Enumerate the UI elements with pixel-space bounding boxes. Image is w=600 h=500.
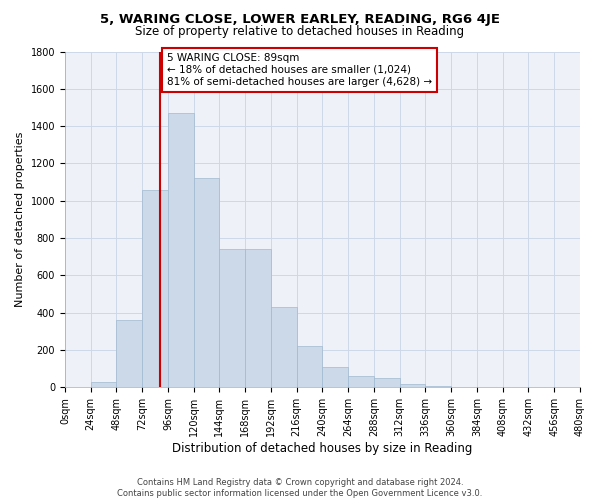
Bar [322,367,348,388]
Bar [271,307,296,388]
Bar [477,387,503,388]
Text: Contains HM Land Registry data © Crown copyright and database right 2024.
Contai: Contains HM Land Registry data © Crown c… [118,478,482,498]
Bar [194,178,220,388]
Bar [116,320,142,388]
Text: 5 WARING CLOSE: 89sqm
← 18% of detached houses are smaller (1,024)
81% of semi-d: 5 WARING CLOSE: 89sqm ← 18% of detached … [167,54,432,86]
Bar [296,346,322,388]
Bar [142,190,168,388]
Bar [348,376,374,388]
Bar [220,250,245,388]
Bar [400,384,425,388]
Bar [168,113,194,388]
X-axis label: Distribution of detached houses by size in Reading: Distribution of detached houses by size … [172,442,473,455]
Text: 5, WARING CLOSE, LOWER EARLEY, READING, RG6 4JE: 5, WARING CLOSE, LOWER EARLEY, READING, … [100,12,500,26]
Bar [65,386,91,388]
Bar [245,250,271,388]
Bar [374,378,400,388]
Y-axis label: Number of detached properties: Number of detached properties [15,132,25,307]
Bar [91,382,116,388]
Text: Size of property relative to detached houses in Reading: Size of property relative to detached ho… [136,25,464,38]
Bar [425,386,451,388]
Bar [451,386,477,388]
